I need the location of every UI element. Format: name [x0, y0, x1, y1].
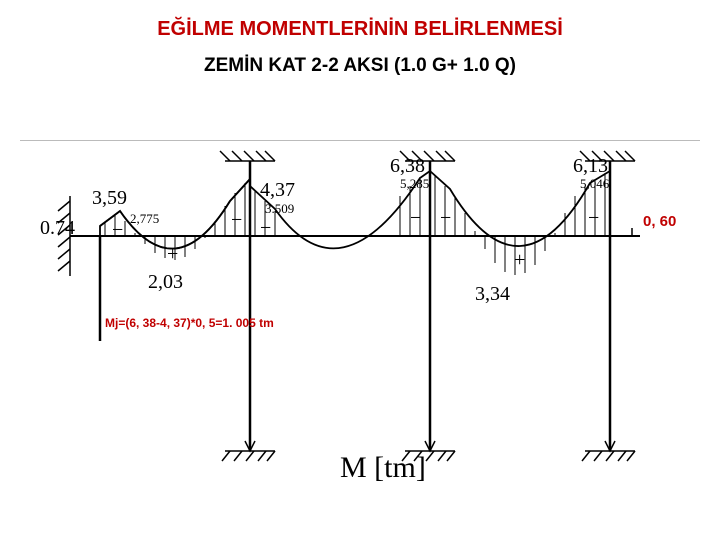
sign-plus-2: + — [514, 249, 525, 272]
val-s2-left: 6,38 — [390, 155, 425, 178]
val-left-end: 0.74 — [40, 217, 75, 240]
sign-plus-1: + — [167, 243, 178, 266]
sign-minus-4: − — [410, 207, 421, 230]
val-s1-left: 3,59 — [92, 187, 127, 210]
val-s1-right: 4,37 — [260, 179, 295, 202]
title-sub: ZEMİN KAT 2-2 AKSI (1.0 G+ 1.0 Q) — [0, 55, 720, 77]
sign-minus-1: − — [112, 219, 123, 242]
val-s2-mid: 3,34 — [475, 283, 510, 306]
val-s1-right-sm: 3.509 — [265, 201, 294, 217]
sign-minus-5: − — [440, 207, 451, 230]
formula-text: Mj=(6, 38-4, 37)*0, 5=1. 005 tm — [105, 316, 274, 330]
sign-minus-2: − — [231, 209, 242, 232]
unit-label: M [tm] — [340, 451, 426, 485]
title-main: EĞİLME MOMENTLERİNİN BELİRLENMESİ — [0, 18, 720, 41]
sign-minus-6: − — [588, 207, 599, 230]
val-s1-mid: 2,03 — [148, 271, 183, 294]
val-s2-right-sm: 5,046 — [580, 176, 609, 192]
moment-diagram: 0.74 3,59 2,775 2,03 4,37 3.509 6,38 5,2… — [20, 140, 700, 521]
val-s2-right: 6,13 — [573, 155, 608, 178]
val-s2-left-sm: 5,285 — [400, 176, 429, 192]
sign-minus-3: − — [260, 217, 271, 240]
val-right-end: 0, 60 — [643, 213, 676, 230]
val-s1-left-sm: 2,775 — [130, 211, 159, 227]
